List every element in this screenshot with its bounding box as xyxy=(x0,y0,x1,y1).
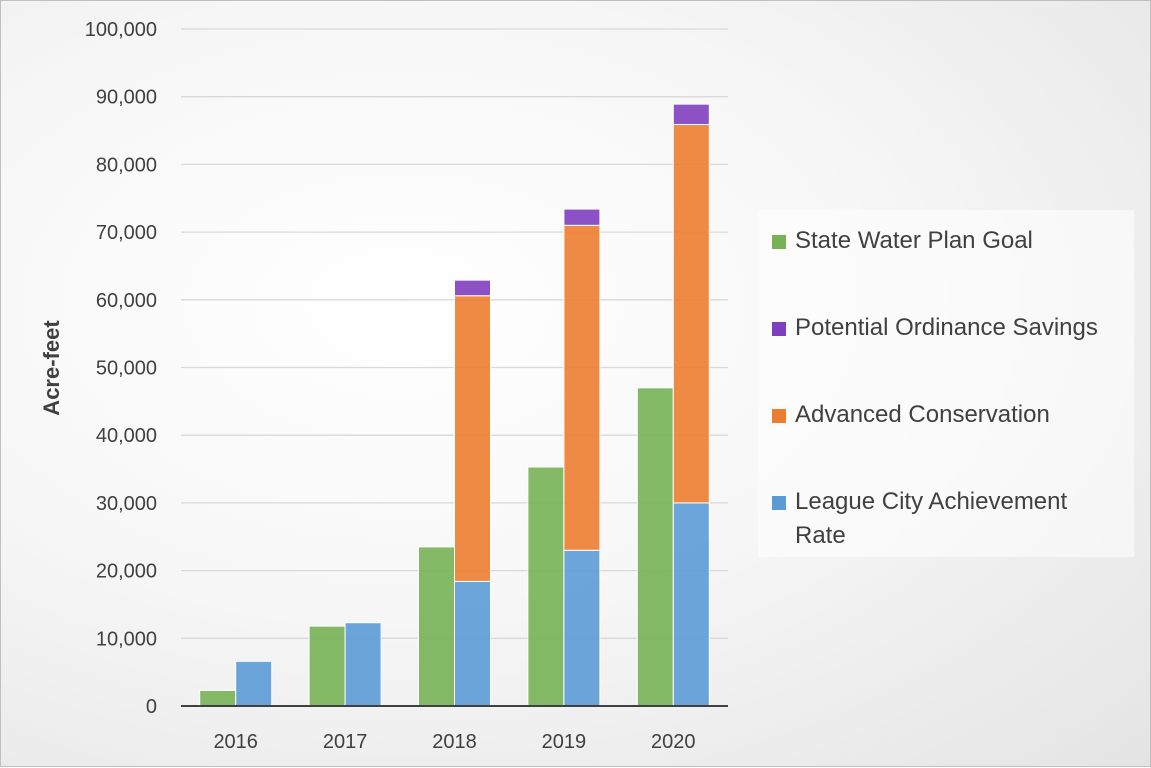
legend-swatch xyxy=(772,322,786,336)
bar-state-water-plan-goal-2018 xyxy=(418,546,455,707)
bar-advanced-conservation-2020 xyxy=(672,123,710,504)
bar-advanced-conservation-2019 xyxy=(563,224,601,551)
legend-swatch xyxy=(772,496,786,510)
x-tick-label: 2020 xyxy=(651,731,696,753)
axes: 0 10,000 20,000 30,000 40,000 50,000 60,000 70,… xyxy=(85,19,728,753)
bar-state-water-plan-goal-2019 xyxy=(527,466,565,707)
y-axis-title: Acre-feet xyxy=(39,320,64,416)
bar-state-water-plan-goal-2020 xyxy=(636,387,674,707)
bar-league-city-achievement-rate-2020 xyxy=(672,502,710,707)
y-tick-label: 90,000 xyxy=(96,87,157,109)
legend-label: League City Achievement Rate xyxy=(795,488,1068,549)
y-tick-label: 40,000 xyxy=(96,425,157,447)
x-tick-label: 2019 xyxy=(542,731,587,753)
bar-league-city-achievement-rate-2017 xyxy=(344,622,382,707)
bar-state-water-plan-goal-2017 xyxy=(308,625,346,707)
y-tick-label: 20,000 xyxy=(96,561,157,583)
legend-label: Advanced Conservation xyxy=(795,401,1050,428)
legend-label: Potential Ordinance Savings xyxy=(795,314,1098,341)
legend-item: Advanced Conservation xyxy=(772,398,1122,432)
bar-potential-ordinance-savings-2018 xyxy=(454,279,491,297)
bar-potential-ordinance-savings-2020 xyxy=(672,103,710,125)
bars xyxy=(199,103,710,707)
legend-item: Potential Ordinance Savings xyxy=(772,311,1122,345)
x-tick-label: 2018 xyxy=(432,731,477,753)
y-tick-label: 0 xyxy=(146,696,157,718)
bar-potential-ordinance-savings-2019 xyxy=(563,208,601,226)
y-tick-label: 80,000 xyxy=(96,154,157,176)
y-tick-label: 30,000 xyxy=(96,493,157,515)
y-tick-label: 50,000 xyxy=(96,358,157,380)
legend-swatch xyxy=(772,235,786,249)
bar-advanced-conservation-2018 xyxy=(454,295,491,582)
x-tick-label: 2017 xyxy=(323,731,368,753)
x-tick-label: 2016 xyxy=(213,731,258,753)
legend-item: League City Achievement Rate xyxy=(772,485,1122,553)
bar-league-city-achievement-rate-2018 xyxy=(454,580,491,707)
legend-swatch xyxy=(772,409,786,423)
legend-label: State Water Plan Goal xyxy=(795,227,1033,254)
bar-state-water-plan-goal-2016 xyxy=(199,689,237,707)
legend-item: State Water Plan Goal xyxy=(772,224,1122,258)
bar-league-city-achievement-rate-2016 xyxy=(235,660,273,707)
y-tick-label: 70,000 xyxy=(96,222,157,244)
bar-league-city-achievement-rate-2019 xyxy=(563,549,601,707)
legend: State Water Plan Goal Potential Ordinance… xyxy=(758,210,1134,557)
y-tick-label: 60,000 xyxy=(96,290,157,312)
y-tick-label: 100,000 xyxy=(85,19,157,41)
y-tick-label: 10,000 xyxy=(96,628,157,650)
